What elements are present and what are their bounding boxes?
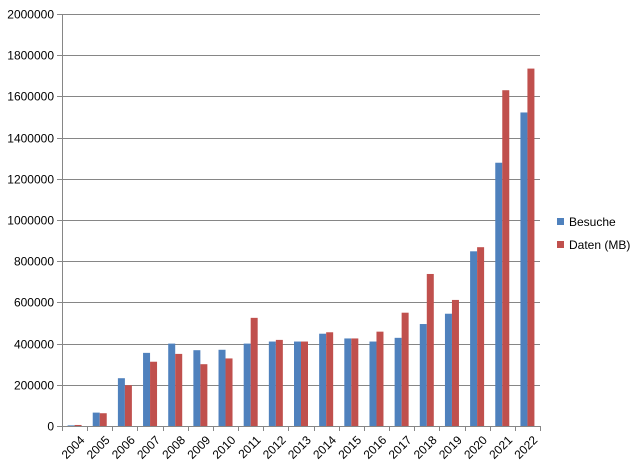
x-tick-label: 2016 xyxy=(361,433,390,462)
x-tick-label: 2008 xyxy=(159,433,188,462)
x-tick-label: 2009 xyxy=(184,433,213,462)
legend-label-daten: Daten (MB) xyxy=(569,238,630,252)
bars xyxy=(67,68,535,426)
legend-swatch-daten xyxy=(557,241,564,248)
bar-daten-2021 xyxy=(502,90,510,426)
x-tick-label: 2018 xyxy=(411,433,440,462)
x-tick-label: 2014 xyxy=(310,433,339,462)
x-tick-label: 2020 xyxy=(461,433,490,462)
bar-daten-2012 xyxy=(275,339,283,426)
x-tick-label: 2022 xyxy=(512,433,541,462)
bar-besuche-2006 xyxy=(117,378,125,426)
bar-daten-2008 xyxy=(175,353,183,426)
bar-daten-2019 xyxy=(451,299,459,426)
bar-daten-2007 xyxy=(150,361,158,426)
bar-daten-2017 xyxy=(401,312,409,426)
bar-besuche-2017 xyxy=(394,337,402,426)
bar-besuche-2019 xyxy=(444,313,452,426)
bar-besuche-2007 xyxy=(143,352,151,426)
bar-daten-2009 xyxy=(200,364,208,426)
bar-daten-2010 xyxy=(225,358,233,426)
bar-besuche-2012 xyxy=(268,341,276,426)
x-tick-label: 2017 xyxy=(386,433,415,462)
x-tick-label: 2015 xyxy=(335,433,364,462)
bar-besuche-2018 xyxy=(419,324,427,426)
x-tick-label: 2005 xyxy=(84,433,113,462)
bar-besuche-2016 xyxy=(369,341,377,426)
x-tick-label: 2019 xyxy=(436,433,465,462)
y-tick-label: 1600000 xyxy=(7,90,54,104)
bar-besuche-2020 xyxy=(470,251,478,426)
bar-daten-2016 xyxy=(376,331,384,426)
y-tick-label: 2000000 xyxy=(7,8,54,22)
x-tick-label: 2007 xyxy=(134,433,163,462)
x-tick-label: 2013 xyxy=(285,433,314,462)
bar-daten-2006 xyxy=(124,385,132,426)
bar-besuche-2021 xyxy=(495,162,503,426)
bar-besuche-2015 xyxy=(344,338,352,426)
y-tick-label: 800000 xyxy=(14,255,54,269)
y-tick-label: 200000 xyxy=(14,379,54,393)
bar-daten-2011 xyxy=(250,317,258,426)
bar-besuche-2013 xyxy=(294,341,301,426)
y-tick-label: 1000000 xyxy=(7,214,54,228)
x-axis: 2004200520062007200820092010201120122013… xyxy=(59,426,541,462)
y-tick-label: 400000 xyxy=(14,338,54,352)
grid-lines xyxy=(62,14,540,427)
y-tick-label: 1800000 xyxy=(7,49,54,63)
y-tick-label: 1200000 xyxy=(7,173,54,187)
bar-besuche-2009 xyxy=(193,350,201,426)
bar-daten-2013 xyxy=(301,341,308,426)
bar-daten-2022 xyxy=(527,68,535,426)
bar-besuche-2014 xyxy=(319,333,327,426)
legend-label-besuche: Besuche xyxy=(569,215,616,229)
bar-besuche-2005 xyxy=(92,412,100,426)
bar-daten-2018 xyxy=(426,273,434,426)
y-tick-label: 0 xyxy=(47,420,54,434)
x-tick-label: 2011 xyxy=(235,433,263,461)
bar-daten-2004 xyxy=(74,424,82,426)
y-tick-label: 1400000 xyxy=(7,132,54,146)
bar-daten-2014 xyxy=(326,332,334,426)
bar-daten-2015 xyxy=(351,338,359,426)
bar-besuche-2010 xyxy=(218,349,226,426)
x-tick-label: 2006 xyxy=(109,433,138,462)
y-axis: 0 200000 400000 600000 800000 1000000 1200000 1… xyxy=(7,8,63,434)
x-tick-label: 2021 xyxy=(486,433,515,462)
legend: Besuche Daten (MB) xyxy=(557,215,630,252)
x-tick-label: 2010 xyxy=(210,433,239,462)
x-tick-label: 2004 xyxy=(59,433,88,462)
bar-besuche-2008 xyxy=(168,343,176,426)
bar-daten-2020 xyxy=(477,247,485,426)
bar-besuche-2022 xyxy=(520,112,528,426)
bar-daten-2005 xyxy=(99,413,107,426)
y-tick-label: 600000 xyxy=(14,296,54,310)
bar-besuche-2004 xyxy=(67,425,75,426)
bar-besuche-2011 xyxy=(243,343,251,426)
legend-swatch-besuche xyxy=(557,218,564,225)
x-tick-label: 2012 xyxy=(260,433,289,462)
